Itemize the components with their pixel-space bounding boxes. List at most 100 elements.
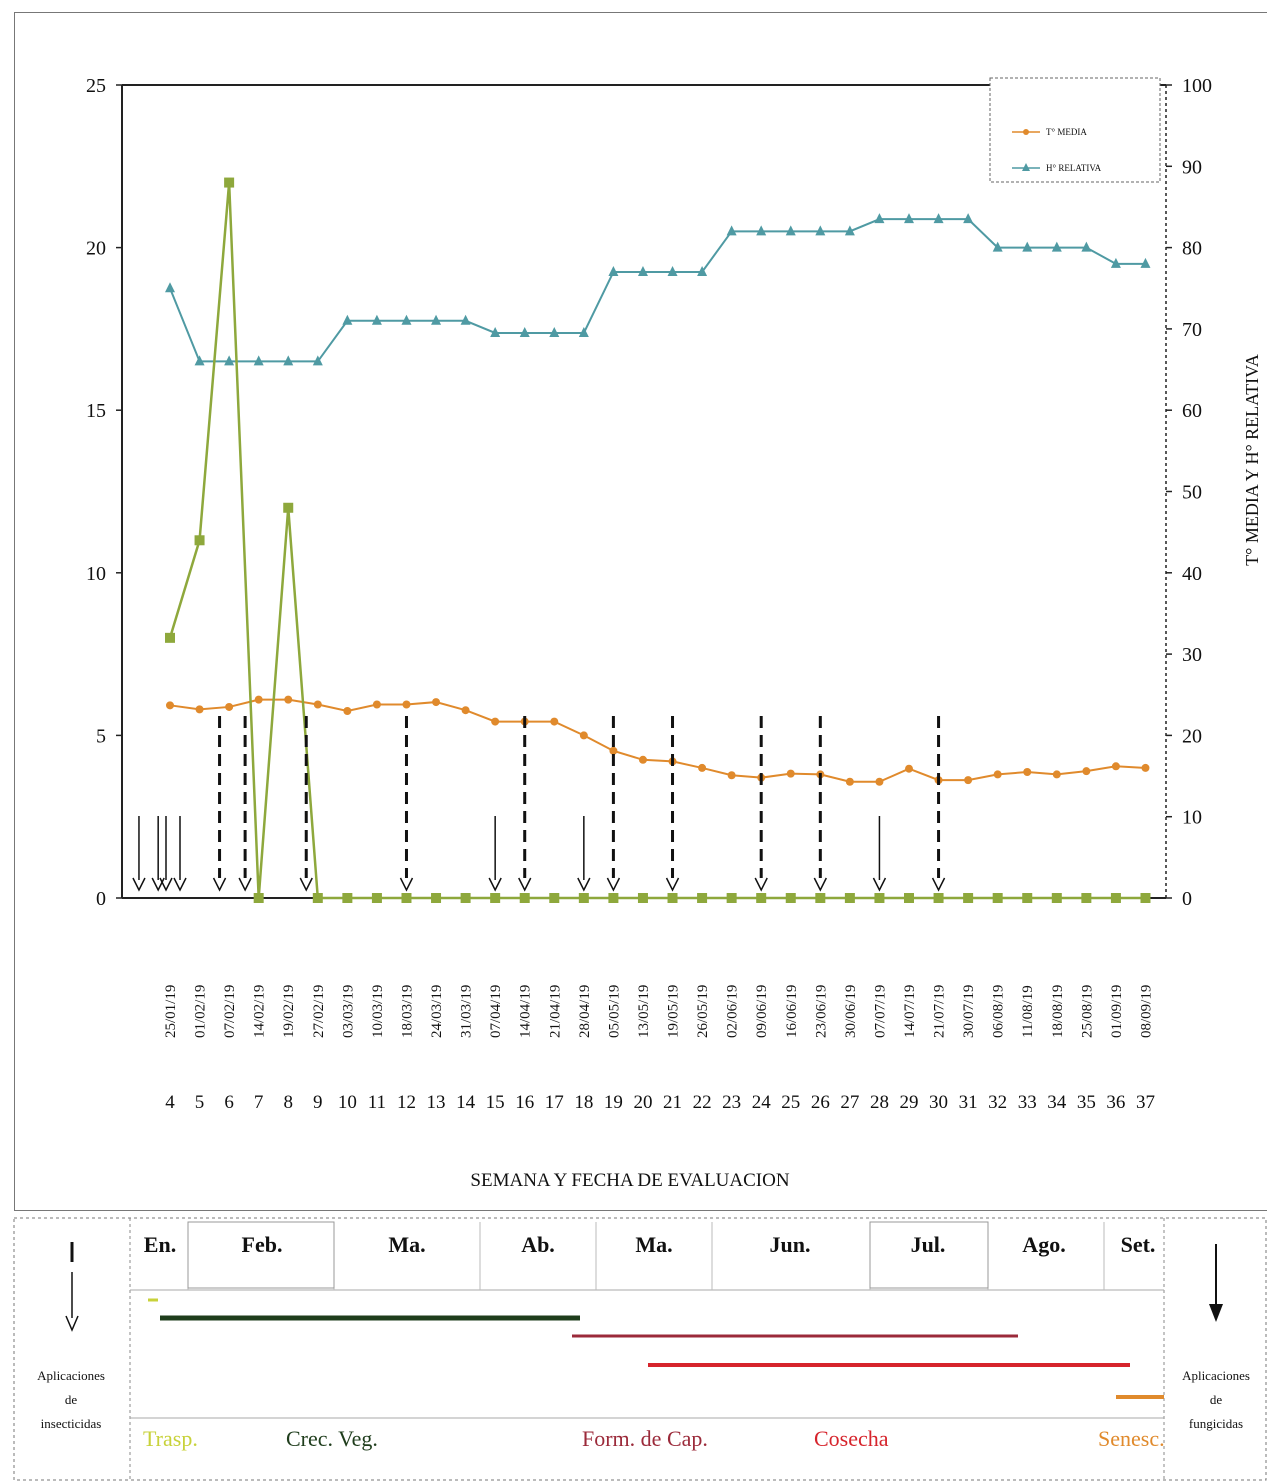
left-axis-series-point [194,535,205,546]
humidity-point [578,326,589,337]
week-label: 33 [1018,1092,1037,1113]
temperature-point [372,700,381,709]
humidity-point [371,314,382,325]
temperature-point [1111,762,1120,771]
fungicide-arrow-head [399,877,414,892]
date-label: 27/02/19 [311,985,327,1038]
left-axis-series-point [697,893,708,903]
temperature-point [461,706,470,715]
left-tick-label: 5 [96,725,106,747]
month-cell-feb [187,1221,335,1289]
humidity-point [224,355,235,366]
right-tick-label: 20 [1182,725,1202,747]
left-axis-series-point [933,893,944,903]
humidity-point [992,241,1003,252]
left-tick-label: 0 [96,888,106,910]
left-axis-series-point [253,893,264,903]
left-tick-label: 15 [86,400,106,422]
week-label: 27 [840,1092,859,1113]
week-label: 9 [313,1092,323,1113]
left-axis-series-point [431,893,442,903]
phase-form-cap: Form. de Cap. [582,1426,708,1451]
week-label: 35 [1077,1092,1096,1113]
date-label: 31/03/19 [459,985,475,1038]
week-label: 6 [224,1092,234,1113]
left-axis-series-point [756,893,767,903]
fungicide-arrow-head [518,877,532,892]
month-may: Ma. [635,1232,673,1257]
temperature-point [254,695,263,704]
left-axis-series-point [401,893,412,903]
date-label: 25/01/19 [163,985,179,1038]
month-ma: Ma. [388,1232,426,1257]
temperature-point [550,717,559,726]
temperature-point [638,755,647,764]
date-label: 03/03/19 [340,985,356,1038]
date-label: 19/02/19 [281,985,297,1038]
temperature-point [845,777,854,786]
humidity-point [785,225,796,236]
humidity-point [874,213,885,224]
week-label: 5 [195,1092,205,1113]
left-axis-series-point [1140,893,1151,903]
date-label: 01/09/19 [1109,985,1125,1038]
left-axis-series-point [726,893,737,903]
right-tick-label: 30 [1182,644,1202,666]
temperature-point [905,764,913,773]
temperature-point [698,763,707,772]
date-label: 23/06/19 [813,985,829,1038]
humidity-point [549,326,560,337]
week-label: 23 [722,1092,741,1113]
right-axis-label: T° MEDIA Y H° RELATIVA [1242,354,1262,566]
temperature-point [432,698,441,707]
date-label: 07/07/19 [872,985,888,1038]
left-axis-series-point [785,893,796,903]
fungicide-legend-arrow-head [1209,1304,1223,1322]
week-label: 34 [1047,1092,1067,1113]
temperature-point [964,776,973,785]
month-jul: Jul. [910,1232,946,1257]
date-label: 14/02/19 [252,985,268,1038]
insecticide-legend-text: Aplicaciones de insecticidas [22,1364,120,1436]
week-label: 7 [254,1092,264,1113]
date-label: 07/04/19 [488,985,504,1038]
legend-humidity-label: H° RELATIVA [1046,163,1102,173]
week-label: 10 [338,1092,357,1113]
left-axis-series-point [844,893,855,903]
fungicide-legend-line3: fungicidas [1188,1416,1244,1431]
week-label: 32 [988,1092,1007,1113]
humidity-point [1022,241,1033,252]
humidity-point [519,326,530,337]
week-label: 26 [811,1092,830,1113]
temperature-point [875,777,884,786]
month-ago: Ago. [1022,1232,1066,1257]
temperature-point [1141,763,1150,772]
left-axis-series-point [992,893,1003,903]
legend-temperature-label: T° MEDIA [1046,127,1087,137]
right-tick-label: 40 [1182,563,1202,585]
fungicide-arrow-head [754,877,768,892]
date-label: 26/05/19 [695,985,711,1038]
humidity-point [815,225,826,236]
week-label: 12 [397,1092,416,1113]
date-label: 14/07/19 [902,985,918,1038]
right-tick-label: 90 [1182,156,1202,178]
left-axis-series-point [371,893,382,903]
humidity-point [637,265,648,276]
date-label: 24/03/19 [429,985,445,1038]
month-en: En. [143,1232,177,1257]
chart-frame [14,12,1267,1211]
legend-box [989,77,1161,183]
right-tick-label: 0 [1182,888,1192,910]
humidity-point [904,213,914,224]
date-label: 25/08/19 [1079,985,1095,1038]
week-label: 14 [456,1092,476,1113]
left-axis-series-point [1081,893,1092,903]
month-ab: Ab. [521,1232,555,1257]
date-label: 05/05/19 [606,985,622,1038]
fungicide-legend-line1: Aplicaciones [1182,1368,1250,1383]
temperature-point [343,707,352,716]
phase-trasp-label: Trasp. [143,1426,198,1451]
week-label: 8 [283,1092,293,1113]
left-axis-series-line [168,182,1146,900]
